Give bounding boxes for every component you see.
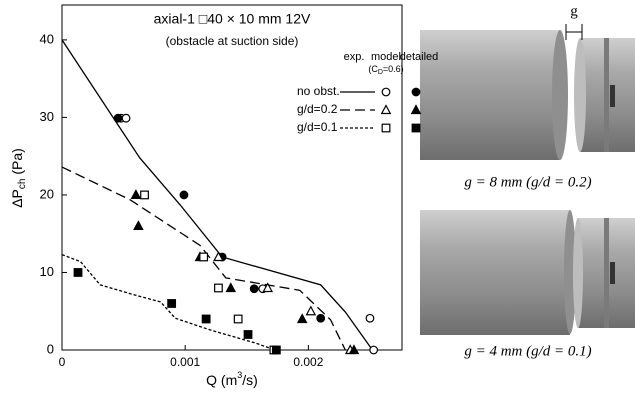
marker bbox=[168, 300, 176, 308]
marker bbox=[273, 346, 281, 354]
y-tick-label: 20 bbox=[40, 186, 54, 201]
marker bbox=[74, 269, 82, 277]
legend-marker bbox=[382, 124, 390, 132]
figure: g g = 8 mm (g/d = 0.2) g = 4 mm (g/d = 0… bbox=[0, 0, 635, 394]
note-prefix: (C bbox=[368, 64, 378, 74]
y-tick-label: 0 bbox=[47, 341, 54, 356]
marker bbox=[200, 253, 208, 261]
legend-marker bbox=[412, 124, 420, 132]
gap-label: g bbox=[570, 3, 578, 19]
legend-label: g/d=0.2 bbox=[297, 102, 338, 116]
legend-header: exp. bbox=[344, 51, 365, 63]
marker bbox=[215, 284, 223, 292]
legend-note: (CD=0.6) bbox=[368, 64, 403, 75]
marker bbox=[307, 307, 316, 315]
marker bbox=[244, 331, 252, 339]
caption: g = 8 mm (g/d = 0.2) bbox=[464, 174, 591, 190]
marker bbox=[298, 314, 307, 322]
y-tick-label: 40 bbox=[40, 31, 54, 46]
marker bbox=[141, 191, 149, 199]
y-tick-label: 30 bbox=[40, 109, 54, 124]
chart-subtitle: (obstacle at suction side) bbox=[166, 34, 299, 48]
marker bbox=[180, 191, 188, 199]
legend-marker bbox=[382, 88, 390, 96]
legend-label: g/d=0.1 bbox=[297, 120, 338, 134]
marker bbox=[366, 314, 374, 322]
cylinder-top: g bbox=[420, 3, 635, 160]
x-axis-label: Q (m3/s) bbox=[206, 370, 258, 387]
marker bbox=[226, 283, 235, 291]
legend-marker bbox=[412, 106, 421, 114]
y-label-unit: (Pa) bbox=[9, 148, 25, 178]
y-axis-label: ΔPch (Pa) bbox=[9, 148, 28, 208]
x-tick-label: 0.001 bbox=[170, 355, 200, 369]
chart-title: axial-1 □40 × 10 mm 12V bbox=[154, 11, 311, 27]
marker bbox=[134, 221, 143, 229]
marker bbox=[132, 190, 141, 198]
marker bbox=[122, 114, 130, 122]
x-tick-label: 0 bbox=[59, 355, 66, 369]
marker bbox=[234, 315, 242, 323]
cylinder-bottom bbox=[420, 210, 635, 335]
legend-header: model bbox=[371, 51, 401, 63]
y-label-sub: ch bbox=[17, 179, 28, 190]
marker bbox=[370, 346, 378, 354]
legend-marker bbox=[382, 106, 391, 114]
note-suffix: =0.6) bbox=[383, 64, 404, 74]
y-label-main: ΔP bbox=[9, 189, 25, 208]
marker bbox=[317, 314, 325, 322]
marker bbox=[202, 315, 210, 323]
x-tick-label: 0.002 bbox=[293, 355, 323, 369]
legend-marker bbox=[412, 88, 420, 96]
x-label-main: Q (m bbox=[206, 372, 237, 388]
marker bbox=[250, 285, 258, 293]
y-tick-label: 10 bbox=[40, 264, 54, 279]
caption: g = 4 mm (g/d = 0.1) bbox=[464, 343, 591, 359]
marker bbox=[114, 114, 122, 122]
x-label-unit: /s) bbox=[242, 372, 258, 388]
legend-label: no obst. bbox=[297, 84, 340, 98]
legend-header: detailed bbox=[400, 51, 439, 63]
